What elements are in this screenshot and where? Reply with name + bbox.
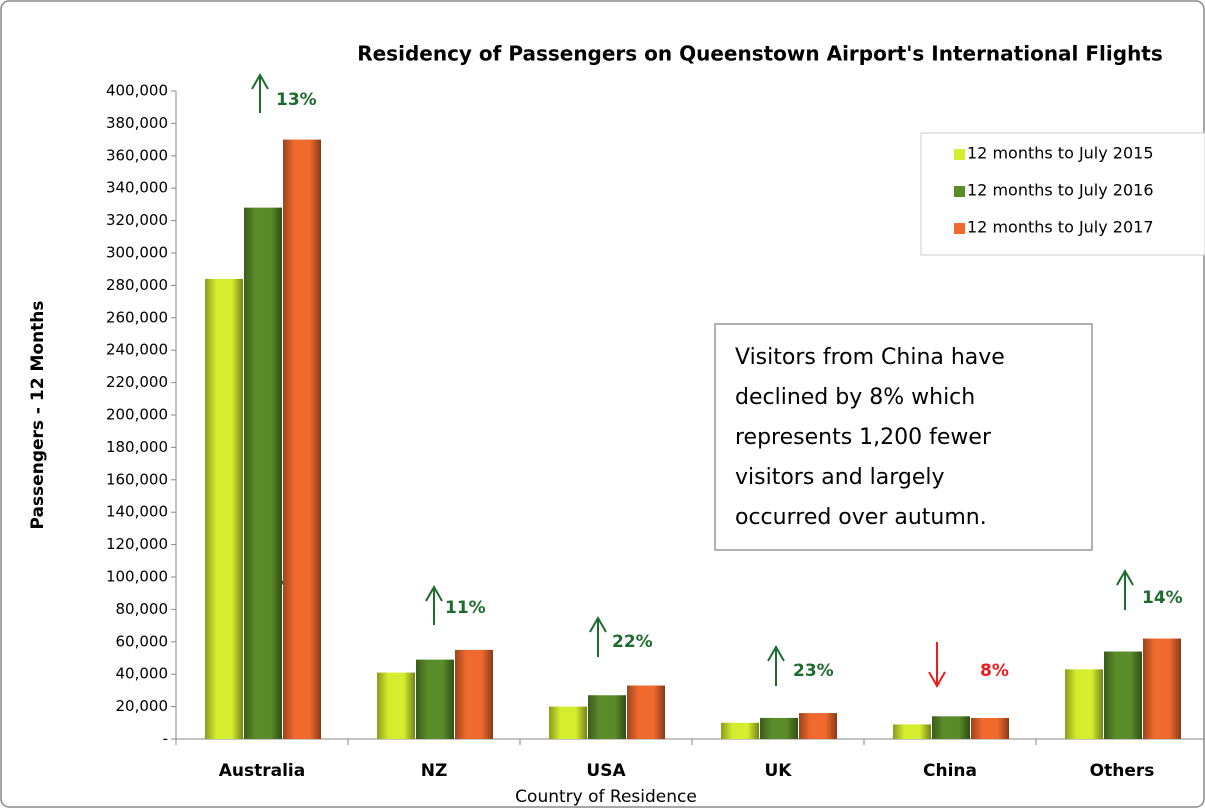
legend-label: 12 months to July 2016 xyxy=(967,181,1154,200)
bar-shade xyxy=(588,695,626,739)
legend-swatch xyxy=(954,186,965,197)
y-tick-label: 180,000 xyxy=(106,438,168,456)
change-arrow xyxy=(1116,568,1134,610)
bar-shade xyxy=(244,207,282,739)
bar-shade xyxy=(932,716,970,739)
note-line: visitors and largely xyxy=(735,465,945,490)
arrow-head xyxy=(589,615,607,633)
note-line: Visitors from China have xyxy=(735,345,1005,370)
note-line: occurred over autumn. xyxy=(735,505,987,530)
y-tick-label: 280,000 xyxy=(106,276,168,294)
change-label: 22% xyxy=(612,632,653,652)
y-axis-label: Passengers - 12 Months xyxy=(28,300,48,529)
bar-shade xyxy=(283,139,321,740)
arrow-head xyxy=(928,671,946,689)
change-label: 14% xyxy=(1142,588,1183,608)
bar-shade xyxy=(455,649,493,739)
change-label: 13% xyxy=(276,90,317,110)
x-tick-label: China xyxy=(923,761,977,781)
change-arrow xyxy=(589,615,607,657)
bar-shade xyxy=(721,722,759,739)
note-line: represents 1,200 fewer xyxy=(735,425,992,450)
y-tick-label: 260,000 xyxy=(106,308,168,326)
bar-shade xyxy=(1143,638,1181,739)
bar-shade xyxy=(971,717,1009,739)
bar-shade xyxy=(893,724,931,739)
y-tick-label: - xyxy=(163,730,168,748)
x-tick-label: Australia xyxy=(219,761,306,781)
y-tick-label: 80,000 xyxy=(116,600,169,618)
x-tick-label: UK xyxy=(765,761,793,781)
y-tick-label: 220,000 xyxy=(106,373,168,391)
y-tick-label: 200,000 xyxy=(106,406,168,424)
bar-shade xyxy=(1065,669,1103,739)
y-tick-label: 380,000 xyxy=(106,114,168,132)
bar-shade xyxy=(627,685,665,739)
bar-shade xyxy=(1104,651,1142,739)
change-arrow xyxy=(767,644,785,686)
bar-shade xyxy=(416,659,454,739)
legend-label: 12 months to July 2017 xyxy=(967,218,1154,237)
y-tick-label: 40,000 xyxy=(116,665,169,683)
change-label: 23% xyxy=(793,661,834,681)
arrow-head xyxy=(767,644,785,662)
change-arrow xyxy=(928,642,946,689)
y-tick-label: 20,000 xyxy=(116,697,169,715)
arrow-head xyxy=(425,584,443,602)
legend-swatch xyxy=(954,149,965,160)
y-tick-label: 320,000 xyxy=(106,211,168,229)
y-tick-label: 340,000 xyxy=(106,179,168,197)
legend-label: 12 months to July 2015 xyxy=(967,144,1154,163)
x-axis-label: Country of Residence xyxy=(515,787,697,807)
x-tick-label: Others xyxy=(1090,761,1155,781)
legend-swatch xyxy=(954,223,965,234)
legend-box xyxy=(920,132,1205,256)
note-line: declined by 8% which xyxy=(735,385,975,410)
bar-shade xyxy=(549,706,587,739)
chart-title: Residency of Passengers on Queenstown Ai… xyxy=(357,42,1163,66)
change-arrow xyxy=(251,72,269,113)
bar-shade xyxy=(799,713,837,739)
y-tick-label: 300,000 xyxy=(106,244,168,262)
note-box xyxy=(714,323,1093,551)
y-tick-label: 160,000 xyxy=(106,470,168,488)
y-tick-label: 100,000 xyxy=(106,568,168,586)
change-arrow xyxy=(425,584,443,625)
x-tick-label: USA xyxy=(586,761,626,781)
bar-shade xyxy=(377,672,415,739)
bar-shade xyxy=(205,278,243,739)
y-tick-label: 120,000 xyxy=(106,535,168,553)
arrow-head xyxy=(251,72,269,90)
change-label: 8% xyxy=(980,661,1009,681)
x-tick-label: NZ xyxy=(421,761,448,781)
bar-shade xyxy=(760,717,798,739)
y-tick-label: 360,000 xyxy=(106,146,168,164)
change-label: 11% xyxy=(445,598,486,618)
y-tick-label: 240,000 xyxy=(106,341,168,359)
y-tick-label: 140,000 xyxy=(106,503,168,521)
y-tick-label: 400,000 xyxy=(106,82,168,100)
arrow-head xyxy=(1116,568,1134,586)
y-tick-label: 60,000 xyxy=(116,632,169,650)
